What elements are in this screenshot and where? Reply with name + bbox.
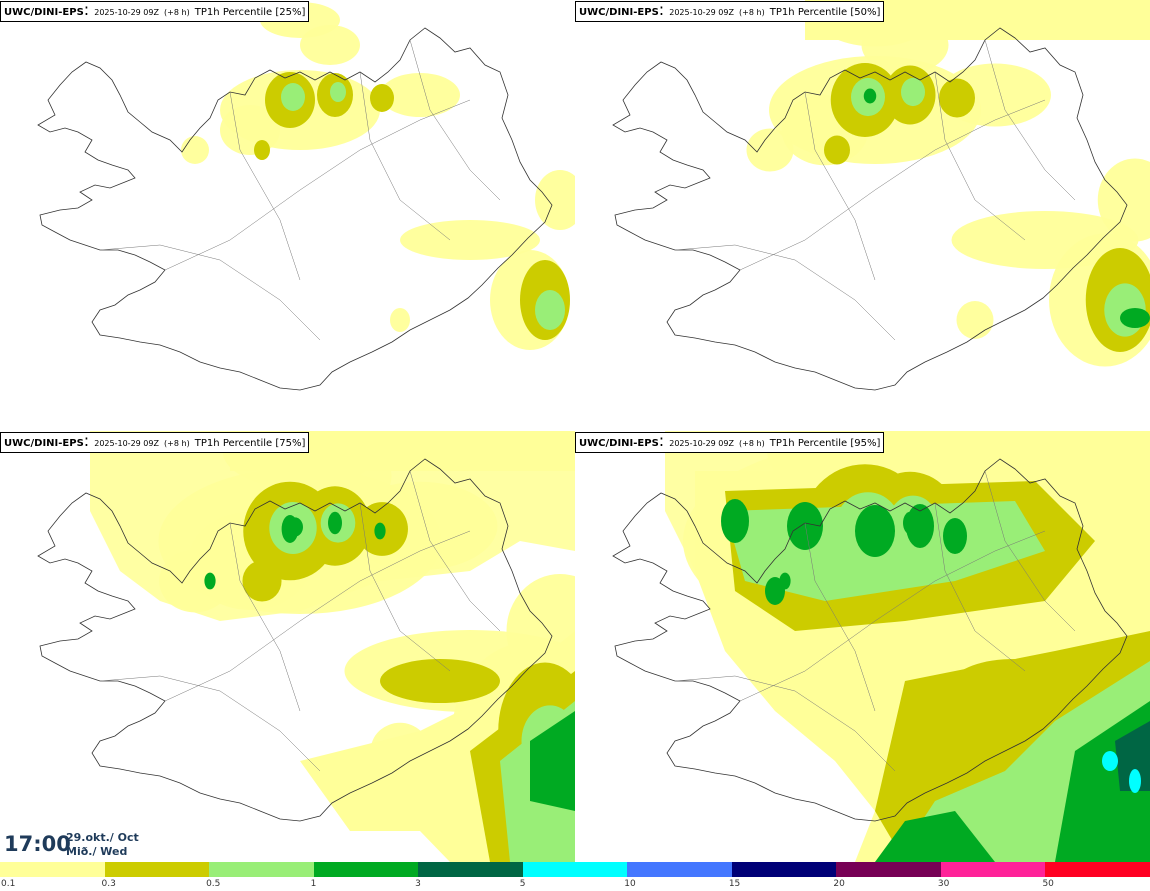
precip-map xyxy=(612,0,1150,391)
legend-label: 15 xyxy=(728,879,741,889)
precip-map xyxy=(37,431,575,862)
legend-label: 5 xyxy=(519,879,526,889)
panel-title: UWC/DINI-EPS: 2025-10-29 09Z (+8 h) TP1h… xyxy=(0,1,310,22)
legend-swatch xyxy=(209,862,314,877)
legend-swatch xyxy=(313,862,419,877)
valid-time-hour: 17:00 xyxy=(4,832,71,856)
coastline xyxy=(37,458,553,822)
panel-run-time: 2025-10-29 09Z xyxy=(94,8,159,17)
precip-field xyxy=(90,431,575,862)
panel-source: UWC/DINI-EPS xyxy=(4,438,84,449)
panel-title: UWC/DINI-EPS: 2025-10-29 09Z (+8 h) TP1h… xyxy=(0,432,310,453)
legend-swatch xyxy=(627,862,732,877)
map-panel-p75: UWC/DINI-EPS: 2025-10-29 09Z (+8 h) TP1h… xyxy=(0,431,575,862)
panel-source: UWC/DINI-EPS xyxy=(579,438,659,449)
legend-label: 10 xyxy=(624,879,636,889)
legend-swatch xyxy=(836,862,941,877)
valid-date-line2: Mið./ Wed xyxy=(66,845,128,858)
legend-label: 0.1 xyxy=(1,879,16,889)
coastline xyxy=(612,458,1128,822)
legend-label: 0.3 xyxy=(101,879,116,889)
panel-run-time: 2025-10-29 09Z xyxy=(669,8,734,17)
legend-swatch xyxy=(104,862,210,877)
road-network xyxy=(99,470,501,772)
legend-label: 30 xyxy=(937,879,950,889)
panel-field: TP1h Percentile [50%] xyxy=(769,7,881,18)
map-panel-p50: UWC/DINI-EPS: 2025-10-29 09Z (+8 h) TP1h… xyxy=(575,0,1150,431)
precip-map xyxy=(37,2,575,391)
panel-title: UWC/DINI-EPS: 2025-10-29 09Z (+8 h) TP1h… xyxy=(575,1,885,22)
panel-run-time: 2025-10-29 09Z xyxy=(94,439,159,448)
color-legend-bar xyxy=(0,862,1150,877)
panel-lead-time: (+8 h) xyxy=(739,8,765,17)
legend-swatch xyxy=(522,862,628,877)
panel-lead-time: (+8 h) xyxy=(164,439,190,448)
map-panel-p95: UWC/DINI-EPS: 2025-10-29 09Z (+8 h) TP1h… xyxy=(575,431,1150,862)
precip-field xyxy=(746,0,1150,367)
valid-date-line1: 29.okt./ Oct xyxy=(66,831,139,844)
road-network xyxy=(674,470,1076,772)
legend-swatch xyxy=(940,862,1046,877)
panel-title: UWC/DINI-EPS: 2025-10-29 09Z (+8 h) TP1h… xyxy=(575,432,885,453)
panel-field: TP1h Percentile [25%] xyxy=(194,7,306,18)
panel-run-time: 2025-10-29 09Z xyxy=(669,439,734,448)
road-network xyxy=(674,39,1076,341)
road-network xyxy=(99,39,501,341)
valid-time-date: 29.okt./ Oct Mið./ Wed xyxy=(66,831,139,859)
coastline xyxy=(612,27,1128,391)
panel-source: UWC/DINI-EPS xyxy=(579,7,659,18)
legend-label: 1 xyxy=(310,879,317,889)
legend-label: 20 xyxy=(833,879,845,889)
precip-map xyxy=(612,431,1150,862)
color-legend-labels: 0.1 0.3 0.5 1 3 5 10 15 20 30 50 xyxy=(0,877,1150,891)
panel-field: TP1h Percentile [75%] xyxy=(194,438,306,449)
legend-swatch xyxy=(418,862,523,877)
panel-field: TP1h Percentile [95%] xyxy=(769,438,881,449)
panel-lead-time: (+8 h) xyxy=(164,8,190,17)
legend-label: 3 xyxy=(415,879,421,889)
legend-swatch xyxy=(731,862,837,877)
precip-field xyxy=(181,2,575,350)
coastline xyxy=(37,27,553,391)
precip-field xyxy=(665,431,1150,862)
legend-swatch xyxy=(1045,862,1150,877)
valid-time-box: 17:00 29.okt./ Oct Mið./ Wed xyxy=(0,828,140,862)
legend-label: 50 xyxy=(1042,879,1054,889)
map-panel-p25: UWC/DINI-EPS: 2025-10-29 09Z (+8 h) TP1h… xyxy=(0,0,575,431)
legend-label: 0.5 xyxy=(206,879,221,889)
panel-lead-time: (+8 h) xyxy=(739,439,765,448)
legend-swatch xyxy=(0,862,105,877)
panel-source: UWC/DINI-EPS xyxy=(4,7,84,18)
